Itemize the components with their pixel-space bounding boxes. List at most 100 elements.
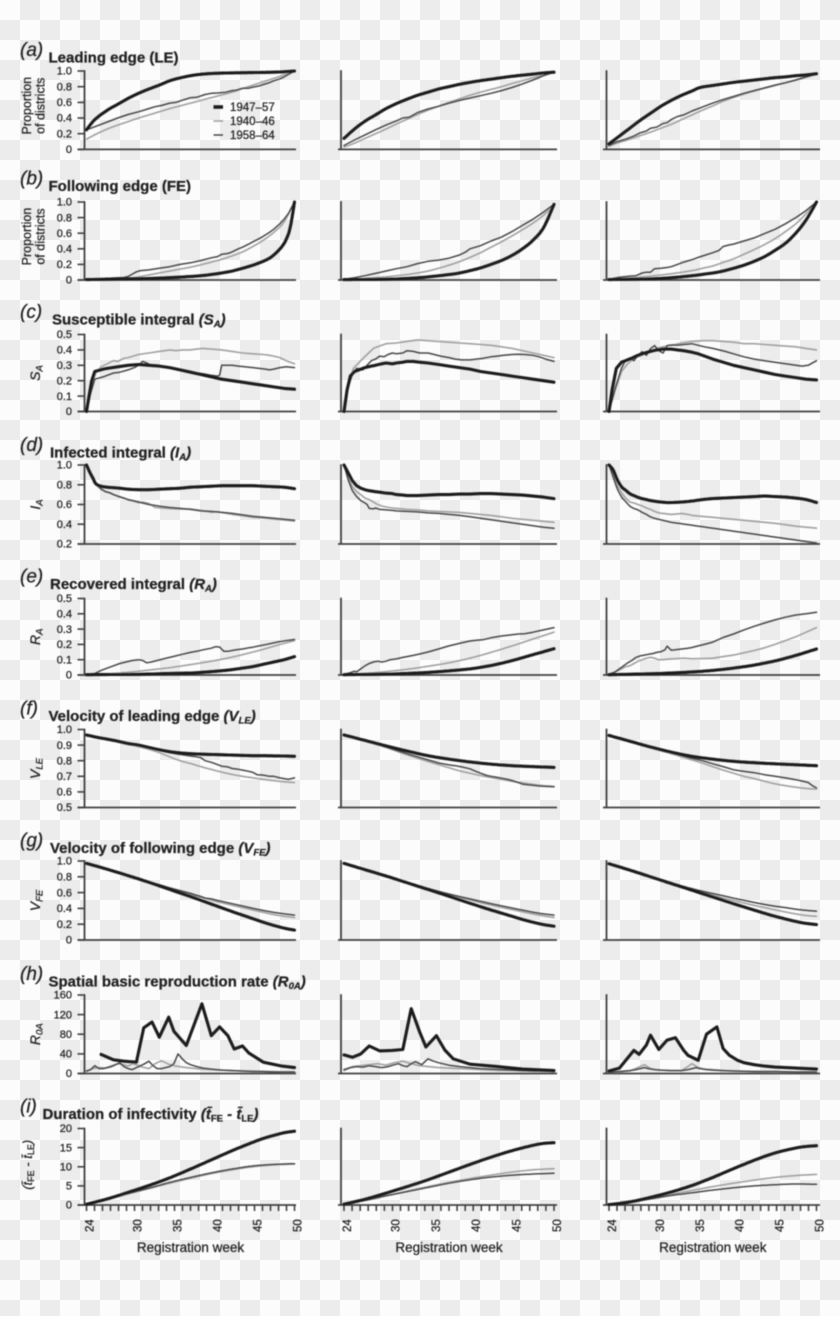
svg-text:0.2: 0.2 [57,539,72,551]
svg-text:50: 50 [552,1219,564,1232]
svg-text:0: 0 [66,1068,72,1080]
svg-text:1.0: 1.0 [57,724,72,736]
svg-text:50: 50 [293,1219,305,1232]
svg-text:24: 24 [342,1219,354,1232]
svg-text:0.6: 0.6 [57,887,72,899]
svg-text:(t̄FE - t̄LE): (t̄FE - t̄LE) [20,1140,36,1190]
svg-text:0.3: 0.3 [57,360,72,372]
svg-text:40: 40 [213,1219,225,1232]
svg-text:45: 45 [775,1219,787,1232]
svg-text:40: 40 [471,1219,483,1232]
svg-text:1940–46: 1940–46 [230,116,275,128]
svg-text:Proportion: Proportion [20,77,34,135]
svg-text:0.4: 0.4 [57,345,72,357]
svg-text:Registration week: Registration week [395,1240,503,1255]
svg-text:30: 30 [655,1219,667,1232]
svg-text:45: 45 [253,1219,265,1232]
svg-text:(h): (h) [20,964,43,985]
svg-text:1.0: 1.0 [57,856,72,868]
svg-text:20: 20 [60,1123,72,1135]
svg-text:Registration week: Registration week [659,1240,767,1255]
svg-text:15: 15 [60,1142,72,1154]
svg-text:IA: IA [27,499,46,509]
svg-text:0.2: 0.2 [57,639,72,651]
svg-text:0: 0 [66,406,72,418]
svg-text:0.2: 0.2 [57,375,72,387]
svg-text:5: 5 [66,1181,72,1193]
svg-text:Leading edge (LE): Leading edge (LE) [49,50,179,67]
svg-text:Following edge (FE): Following edge (FE) [49,178,192,195]
svg-text:(d): (d) [20,435,43,456]
svg-text:(e): (e) [20,567,43,588]
svg-text:35: 35 [431,1219,443,1232]
svg-text:40: 40 [60,1049,72,1061]
svg-text:1.0: 1.0 [57,460,72,472]
svg-text:0.8: 0.8 [57,212,72,224]
svg-text:0.4: 0.4 [57,519,72,531]
svg-text:Velocity of leading edge (VLE): Velocity of leading edge (VLE) [49,708,256,727]
svg-text:0.7: 0.7 [57,771,72,783]
svg-text:Spatial basic reproduction rat: Spatial basic reproduction rate (R0A) [49,974,306,993]
svg-text:0.4: 0.4 [57,903,72,915]
svg-text:0.5: 0.5 [57,593,72,605]
svg-text:0.1: 0.1 [57,654,72,666]
svg-text:0.4: 0.4 [57,113,72,125]
svg-text:(a): (a) [20,40,43,61]
svg-text:30: 30 [133,1219,145,1232]
svg-text:0.2: 0.2 [57,919,72,931]
svg-text:0: 0 [66,144,72,156]
svg-text:0.6: 0.6 [57,228,72,240]
svg-text:Proportion: Proportion [20,208,34,266]
svg-text:0: 0 [66,1200,72,1212]
svg-text:0.8: 0.8 [57,479,72,491]
svg-text:0: 0 [66,275,72,287]
svg-text:0.8: 0.8 [57,755,72,767]
svg-text:Velocity of following edge (VF: Velocity of following edge (VFE) [50,840,271,859]
svg-text:40: 40 [735,1219,747,1232]
svg-text:30: 30 [391,1219,403,1232]
svg-text:0.9: 0.9 [57,740,72,752]
svg-text:Infected integral (IA): Infected integral (IA) [50,445,191,464]
svg-text:1947–57: 1947–57 [230,102,275,114]
svg-text:10: 10 [60,1162,72,1174]
svg-text:24: 24 [85,1219,97,1232]
svg-text:0: 0 [66,935,72,947]
svg-text:0.6: 0.6 [57,499,72,511]
svg-text:0.3: 0.3 [57,624,72,636]
svg-text:1.0: 1.0 [57,66,72,78]
svg-text:80: 80 [60,1029,72,1041]
svg-text:0.8: 0.8 [57,81,72,93]
svg-text:0.4: 0.4 [57,244,72,256]
svg-text:120: 120 [54,1009,72,1021]
svg-text:50: 50 [815,1219,827,1232]
svg-text:(i): (i) [20,1097,37,1118]
svg-text:160: 160 [54,990,72,1002]
svg-text:0.2: 0.2 [57,259,72,271]
svg-text:(b): (b) [20,169,43,190]
svg-text:35: 35 [173,1219,185,1232]
svg-text:24: 24 [607,1219,619,1232]
svg-text:45: 45 [512,1219,524,1232]
svg-text:0.4: 0.4 [57,609,72,621]
svg-text:0.6: 0.6 [57,97,72,109]
svg-text:Susceptible integral (SA): Susceptible integral (SA) [52,312,226,331]
svg-text:0.8: 0.8 [57,872,72,884]
svg-text:(f): (f) [20,699,38,720]
svg-text:1958–64: 1958–64 [230,130,275,142]
svg-text:VFE: VFE [27,889,46,911]
svg-text:of districts: of districts [34,78,48,134]
svg-text:1.0: 1.0 [57,197,72,209]
svg-text:0.6: 0.6 [57,787,72,799]
svg-text:(g): (g) [20,831,43,852]
svg-text:35: 35 [695,1219,707,1232]
svg-text:0.1: 0.1 [57,391,72,403]
svg-text:Registration week: Registration week [137,1240,245,1255]
svg-text:Duration of infectivity (t̄FE: Duration of infectivity (t̄FE - t̄LE) [43,1106,259,1125]
svg-text:0.5: 0.5 [57,329,72,341]
svg-text:0.5: 0.5 [57,802,72,814]
svg-text:0: 0 [66,670,72,682]
svg-text:Recovered integral (RA): Recovered integral (RA) [50,576,217,595]
svg-text:of districts: of districts [34,208,48,264]
svg-text:0.2: 0.2 [57,128,72,140]
svg-text:(c): (c) [20,302,42,323]
